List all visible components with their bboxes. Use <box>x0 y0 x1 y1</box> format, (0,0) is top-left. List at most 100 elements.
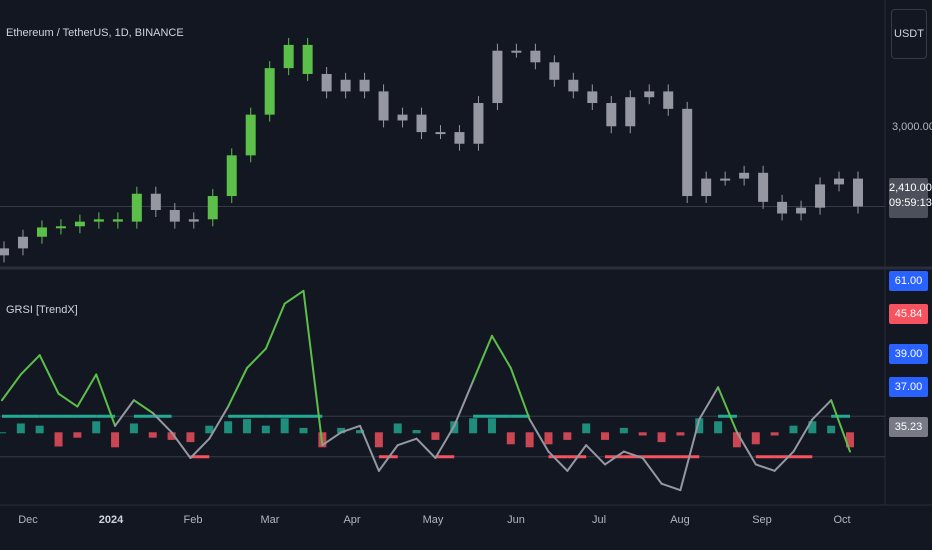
candle-body <box>112 219 123 222</box>
time-axis-label: Sep <box>752 514 772 526</box>
time-axis-label: Jul <box>591 514 607 526</box>
oscillator-line-segment <box>415 437 437 459</box>
candle-body <box>207 196 218 220</box>
candle-body <box>416 114 427 133</box>
oscillator-line-segment <box>245 347 267 369</box>
oscillator-line-segment <box>453 379 475 427</box>
histogram-bar <box>544 432 553 445</box>
oscillator-line-segment <box>660 482 682 492</box>
histogram-bar <box>35 425 44 434</box>
candle-body <box>378 91 389 121</box>
candle-body <box>150 193 161 210</box>
histogram-bar <box>205 425 214 434</box>
oscillator-line-segment <box>57 392 79 408</box>
symbol-title: Ethereum / TetherUS, 1D, BINANCE <box>6 27 184 39</box>
candle-body <box>131 193 142 222</box>
oscillator-line-segment <box>19 354 41 376</box>
oscillator-line-segment <box>622 450 644 459</box>
oscillator-line-segment <box>641 457 663 485</box>
candle-body <box>625 97 636 127</box>
histogram-bar <box>619 427 628 434</box>
oscillator-line-segment <box>132 399 154 414</box>
oscillator-line-segment <box>283 289 305 305</box>
oscillator-line-segment <box>679 418 701 492</box>
histogram-bar <box>563 432 572 440</box>
oscillator-line-segment <box>735 431 757 466</box>
candle-body <box>397 114 408 121</box>
candle-body <box>36 227 47 237</box>
candle-body <box>606 103 617 127</box>
oscillator-line-segment <box>509 367 531 421</box>
candle-body <box>796 207 807 214</box>
time-axis-label: Feb <box>183 514 203 526</box>
candle-body <box>739 172 750 179</box>
histogram-bar <box>469 418 478 434</box>
candle-body <box>264 68 275 115</box>
time-axis-label: Jun <box>507 514 525 526</box>
candle-body <box>701 178 712 197</box>
oscillator-line-segment <box>208 405 230 440</box>
histogram-bar <box>148 432 157 438</box>
histogram-bar <box>167 432 176 440</box>
time-axis-label: Aug <box>670 514 690 526</box>
histogram-bar <box>393 423 402 434</box>
candle-body <box>777 201 788 214</box>
candle-body <box>587 91 598 104</box>
indicator-tag-upper: 61.00 <box>889 271 928 291</box>
oscillator-line-segment <box>396 437 418 447</box>
oscillator-line-segment <box>377 444 399 472</box>
candle-body <box>321 73 332 92</box>
oscillator-line-segment <box>189 437 211 459</box>
histogram-bar <box>525 432 534 448</box>
histogram-bar <box>92 421 101 434</box>
oscillator-line-segment <box>547 450 569 472</box>
oscillator-line-segment <box>227 367 248 408</box>
histogram-bar <box>601 432 610 440</box>
countdown-timer: 09:59:13 <box>889 197 932 209</box>
oscillator-line-segment <box>717 386 738 434</box>
oscillator-line-segment <box>811 399 833 421</box>
indicator-tag-value: 45.84 <box>889 304 928 324</box>
candle-body <box>302 44 313 74</box>
candle-body <box>720 178 731 181</box>
histogram-bar <box>714 421 723 434</box>
candle-body <box>663 91 674 109</box>
histogram-bar <box>487 418 496 434</box>
candle-body <box>17 236 28 249</box>
candle-body <box>359 79 370 92</box>
histogram-bar <box>846 432 854 448</box>
oscillator-line-segment <box>114 399 135 427</box>
candle-body <box>55 226 66 229</box>
histogram-bar <box>506 432 515 445</box>
candle-body <box>815 184 826 208</box>
currency-button[interactable]: USDT <box>891 9 927 59</box>
histogram-bar <box>224 421 233 434</box>
candle-body <box>492 50 503 104</box>
oscillator-line-segment <box>698 386 720 421</box>
indicator-tag-lower: 35.23 <box>889 417 928 437</box>
histogram-bar <box>431 432 440 440</box>
oscillator-line-segment <box>264 302 286 350</box>
histogram-bar <box>676 432 685 436</box>
oscillator-line-segment <box>434 424 456 459</box>
oscillator-line-segment <box>585 444 607 466</box>
time-axis-label: Dec <box>18 514 38 526</box>
candle-body <box>682 108 693 197</box>
candle-body <box>74 221 85 227</box>
oscillator-line-segment <box>302 289 324 447</box>
oscillator-line-segment <box>321 431 343 447</box>
last-price-tag: 2,410.00 09:59:13 <box>889 178 932 218</box>
histogram-bar <box>0 432 6 434</box>
oscillator-line-segment <box>830 399 851 453</box>
candle-body <box>530 50 541 63</box>
time-axis-label: 2024 <box>98 514 124 526</box>
candle-body <box>340 79 351 92</box>
candle-body <box>834 178 845 185</box>
histogram-bar <box>186 432 195 443</box>
histogram-bar <box>374 432 383 448</box>
oscillator-line-segment <box>76 373 98 408</box>
oscillator-line-segment <box>792 418 814 453</box>
histogram-bar <box>280 418 289 434</box>
histogram-bar <box>582 423 591 434</box>
